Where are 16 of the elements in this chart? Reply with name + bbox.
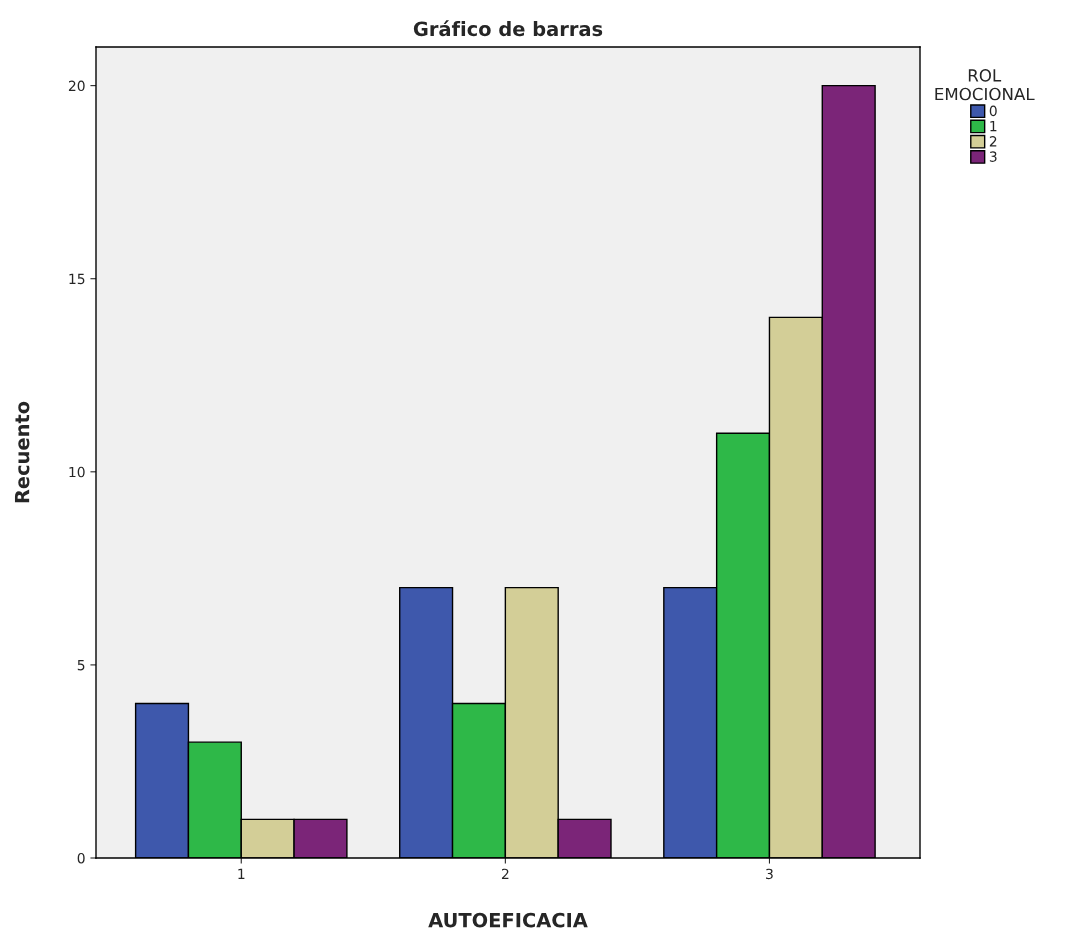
x-tick-label: 3 [766, 868, 773, 880]
x-tick-label: 1 [238, 868, 245, 879]
y-tick-label: 5 [77, 660, 85, 671]
y-tick-label: 10 [69, 466, 85, 478]
legend-title: ROL EMOCIONAL [935, 69, 1035, 101]
y-tick-label: 20 [68, 80, 85, 92]
legend-label: 0 [989, 105, 997, 117]
legend-label: 3 [989, 151, 997, 162]
x-tick-label: 2 [501, 868, 509, 879]
y-axis-title: Recuento [14, 401, 30, 503]
legend-label: 1 [990, 121, 997, 132]
legend-label: 2 [989, 136, 997, 147]
x-axis-title: AUTOEFICACIA [428, 912, 588, 928]
chart-title: Gráfico de barras [413, 20, 603, 37]
y-tick-label: 15 [69, 273, 85, 285]
y-tick-label: 0 [77, 852, 85, 864]
